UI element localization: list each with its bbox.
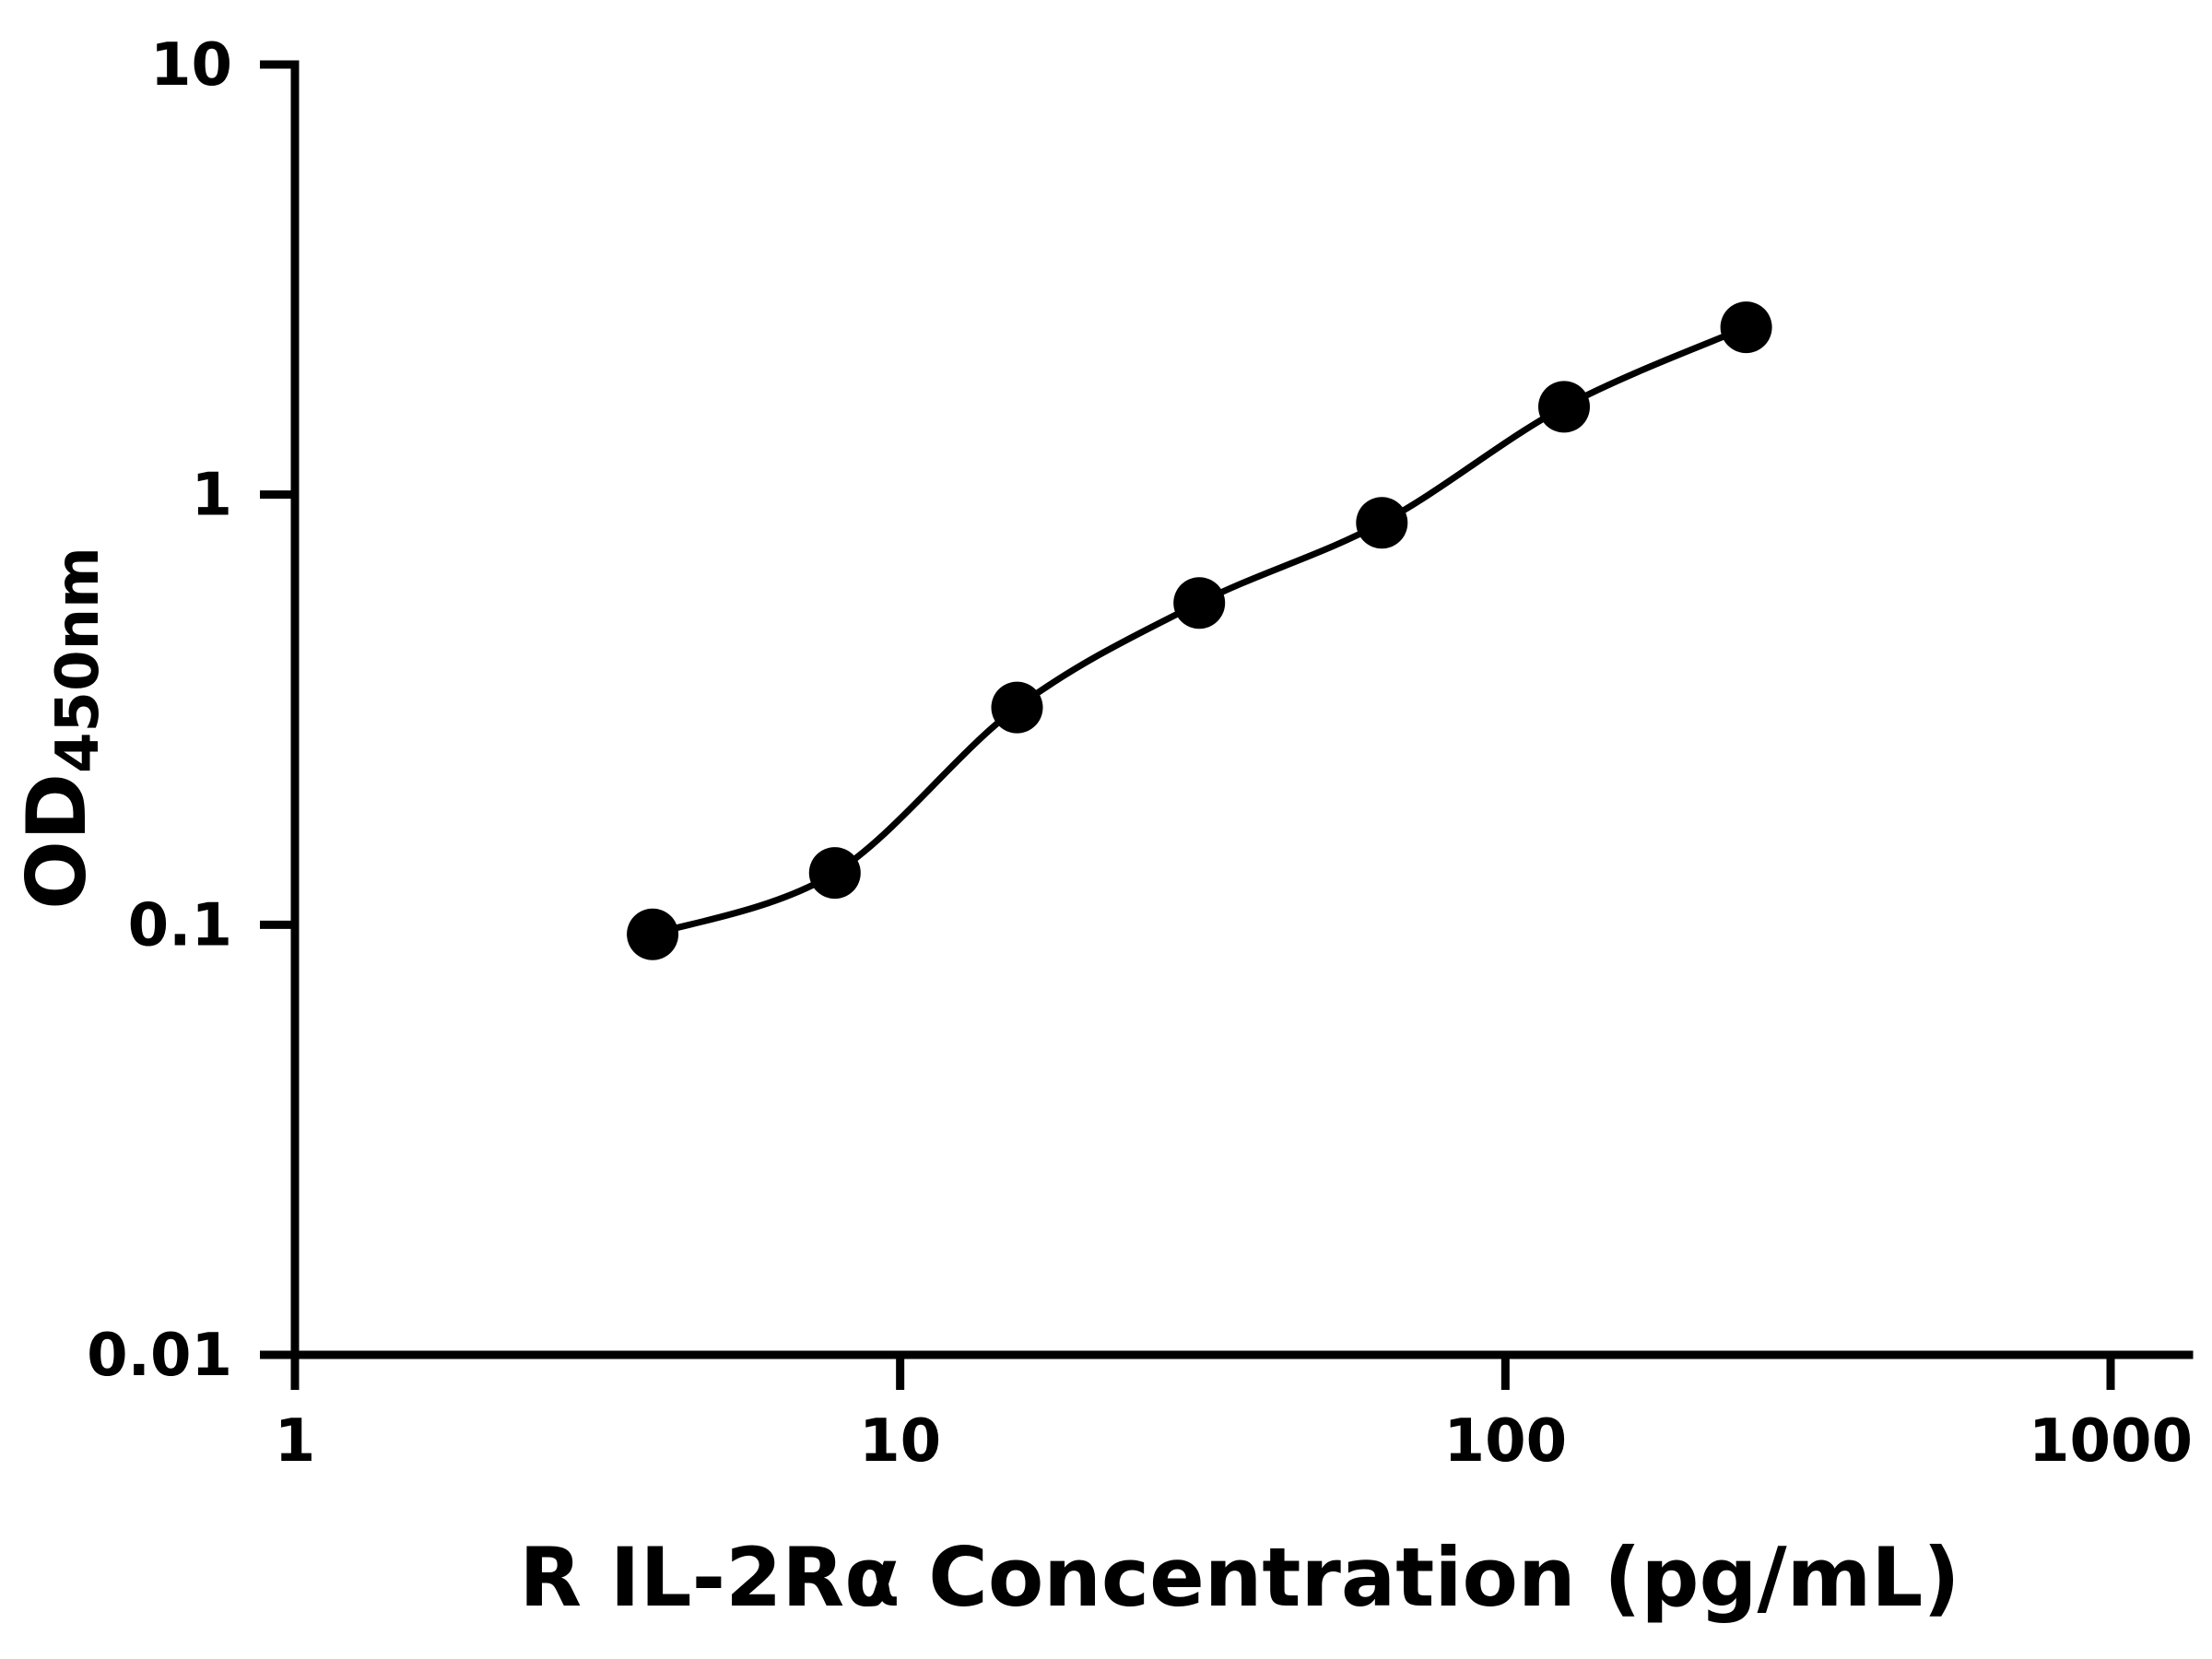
data-point (627, 908, 679, 960)
data-point (1356, 497, 1408, 549)
y-tick-label: 10 (150, 31, 232, 100)
axis-ticks: 1 10 100 1000 0.01 0.1 1 10 (87, 31, 2193, 1476)
y-tick-label: 0.1 (128, 891, 232, 959)
y-axis-label-main: OD (9, 773, 104, 910)
y-axis-label: OD450nm (9, 547, 112, 910)
x-tick-label: 1 (275, 1407, 316, 1476)
x-axis-label: R IL-2Rα Concentration (pg/mL) (519, 1530, 1959, 1625)
x-tick-label: 100 (1444, 1407, 1568, 1476)
data-point (1173, 577, 1226, 629)
axes-lines (290, 60, 2194, 1359)
y-tick-label: 0.01 (87, 1322, 232, 1390)
y-axis-label-subscript: 450nm (44, 547, 112, 773)
data-point (1720, 301, 1772, 354)
y-tick-label: 1 (191, 462, 232, 530)
x-tick-label: 10 (859, 1407, 941, 1476)
x-tick-label: 1000 (2029, 1407, 2193, 1476)
data-points (627, 301, 1772, 960)
data-point (991, 681, 1043, 734)
data-point (808, 847, 861, 900)
data-point (1538, 381, 1590, 433)
